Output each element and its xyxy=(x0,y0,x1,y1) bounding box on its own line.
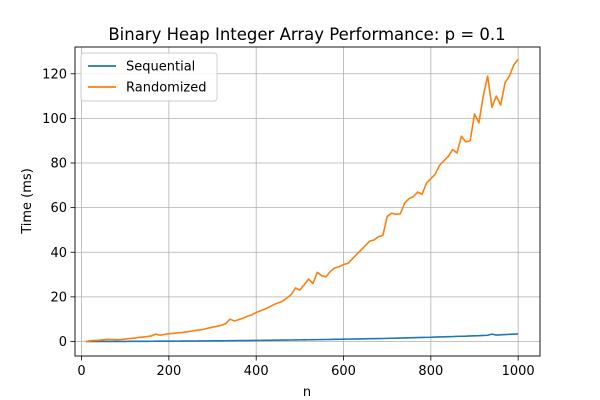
y-tick-label: 60 xyxy=(50,201,67,216)
x-tick-label: 800 xyxy=(418,364,443,379)
x-axis-ticks: 0 200 400 600 800 1000 xyxy=(77,356,535,379)
x-tick-label: 400 xyxy=(244,364,269,379)
series-lines xyxy=(85,58,519,343)
legend-box xyxy=(80,52,218,102)
y-tick-label: 120 xyxy=(42,67,67,82)
x-axis-label: n xyxy=(303,385,311,400)
legend: Sequential Randomized xyxy=(80,52,218,102)
y-tick-label: 20 xyxy=(50,290,67,305)
x-tick-label: 0 xyxy=(77,364,85,379)
y-tick-label: 40 xyxy=(50,246,67,261)
x-tick-label: 1000 xyxy=(502,364,535,379)
y-axis-label: Time (ms) xyxy=(20,168,35,235)
series-line-randomized xyxy=(85,58,519,343)
y-tick-label: 80 xyxy=(50,157,67,172)
legend-label-sequential: Sequential xyxy=(126,60,195,75)
chart-title: Binary Heap Integer Array Performance: p… xyxy=(108,25,505,44)
legend-label-randomized: Randomized xyxy=(126,81,207,96)
series-line-sequential xyxy=(85,333,519,343)
y-tick-label: 0 xyxy=(59,335,67,350)
x-tick-label: 600 xyxy=(331,364,356,379)
x-tick-label: 200 xyxy=(156,364,181,379)
y-tick-label: 100 xyxy=(42,112,67,127)
y-axis-ticks: 0 20 40 60 80 100 120 xyxy=(42,67,75,350)
grid-lines xyxy=(75,47,540,356)
plot-frame xyxy=(74,46,541,357)
